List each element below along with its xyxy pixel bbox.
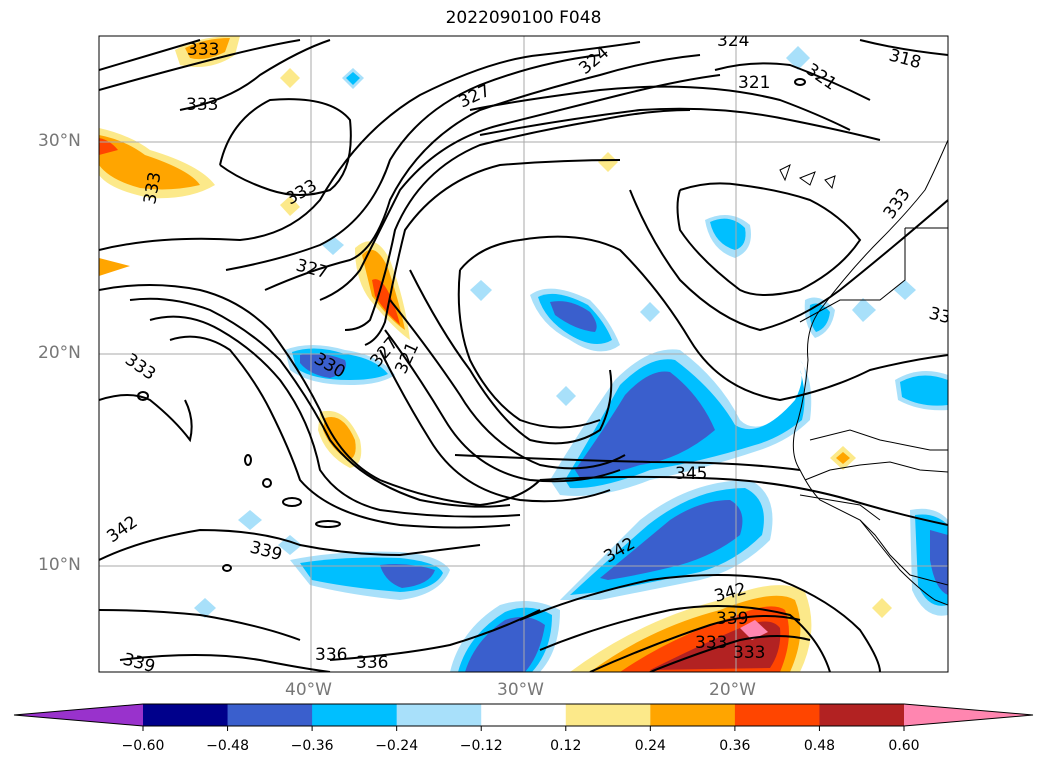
contour-label: 321 [738,73,770,93]
contour-label: 33 [927,304,953,329]
contour-label: 333 [186,95,218,115]
lat-tick-label: 30°N [38,131,81,151]
lat-tick-label: 10°N [38,555,81,575]
lon-tick-label: 30°W [497,680,544,700]
colorbar-tick-label: 0.48 [803,738,836,754]
contour-rings [137,78,806,572]
map-frame [98,35,949,673]
contour-label: 339 [716,609,748,629]
contour-label: 336 [356,653,388,673]
plot-title: 2022090100 F048 [445,8,602,28]
contour-lines [99,39,948,672]
colorbar-tick-label: −0.36 [290,738,334,754]
contour-label: 345 [675,464,707,484]
colorbar-tick-label: −0.12 [459,738,503,754]
colorbar-tick-label: −0.24 [375,738,419,754]
colorbar-tick-label: 0.60 [888,738,920,754]
lat-tick-label: 20°N [38,343,81,363]
colorbar-swatch [396,704,482,726]
colorbar-swatch [227,704,313,726]
colorbar-swatch [819,704,905,726]
contour-label: 333 [695,633,727,653]
contour-label: 336 [315,645,347,665]
lon-tick-label: 20°W [709,680,756,700]
colorbar-tick-label: −0.60 [121,738,165,754]
colorbar-tick-label: 0.24 [634,738,666,754]
contour-label: 333 [733,643,765,663]
colorbar-swatch [650,704,736,726]
gridlines [99,36,948,672]
colorbar-extend-high [904,704,1033,726]
colorbar-tick-label: −0.48 [206,738,249,754]
contour-label: 333 [187,40,219,60]
colorbar-extend-low [14,704,143,726]
contour-label: 339 [121,650,158,678]
colorbar-tick-label: 0.36 [719,738,751,754]
shaded-anomaly-fields [99,36,948,672]
colorbar-swatch [481,704,567,726]
contour-label: 324 [717,31,749,51]
colorbar-swatch [565,704,651,726]
coastlines [779,139,948,606]
colorbar-swatch [143,704,229,726]
colorbar [13,703,1034,731]
lon-tick-label: 40°W [285,680,332,700]
colorbar-swatch [312,704,398,726]
colorbar-swatch [734,704,820,726]
colorbar-tick-label: 0.12 [550,738,582,754]
